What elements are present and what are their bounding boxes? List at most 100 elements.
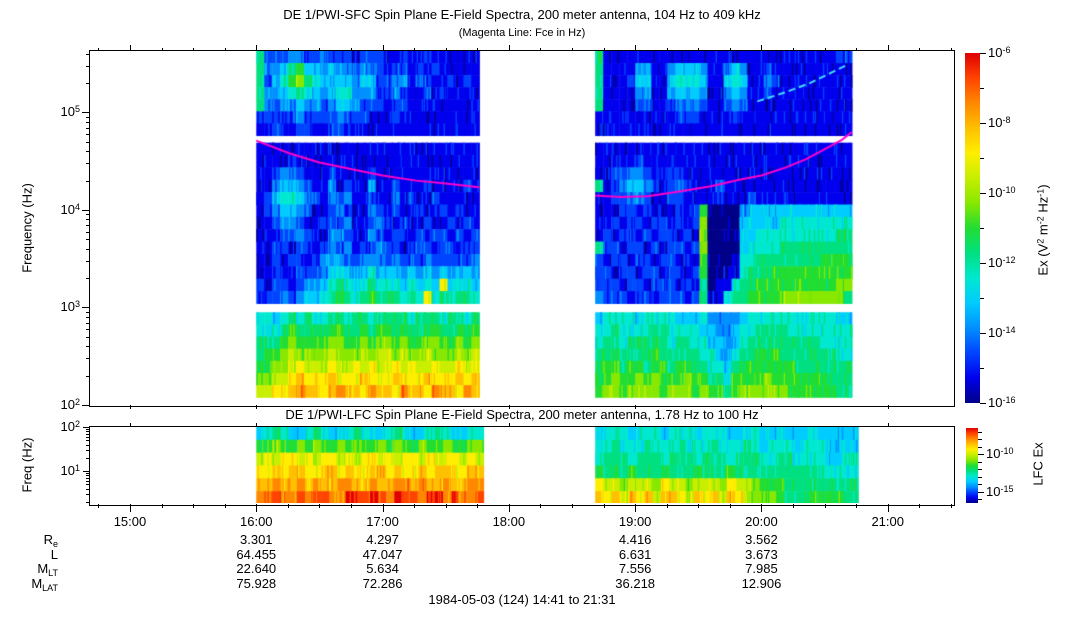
sfc-cb-tick-label: 10-12 (988, 255, 1016, 270)
lfc-cb-tick-label: 10-15 (986, 483, 1014, 499)
x-minor-tick (319, 504, 321, 508)
annotation-row-label: MLT (37, 561, 58, 579)
sfc-y-minor-tick (86, 127, 90, 129)
annotation-value: 7.985 (745, 561, 778, 577)
lfc-cb-minor-tick (978, 439, 982, 441)
sfc-cb-major-tick (980, 193, 986, 194)
x-minor-tick (572, 504, 574, 508)
sfc-cb-major-tick (980, 263, 986, 264)
lfc-y-major-tick (83, 427, 90, 428)
sfc-cb-minor-tick (980, 228, 984, 229)
sfc-spectrogram-canvas (90, 51, 954, 405)
sfc-top-minor-tick (351, 48, 352, 51)
annotation-row-label: L (50, 546, 58, 562)
lfc-y-major-tick (83, 471, 90, 472)
lfc-y-minor-tick (86, 429, 90, 430)
sfc-title: DE 1/PWI-SFC Spin Plane E-Field Spectra,… (283, 7, 761, 22)
sfc-top-major-tick (129, 45, 131, 51)
lfc-y-minor-tick (86, 484, 90, 486)
sfc-top-major-tick (635, 45, 637, 51)
lfc-cb-minor-tick (978, 446, 982, 448)
x-tick-label: 19:00 (618, 514, 652, 529)
lfc-y-minor-tick (86, 457, 90, 459)
x-minor-tick (824, 504, 826, 508)
annotation-value: 3.562 (745, 532, 778, 547)
sfc-y-minor-tick (86, 219, 90, 221)
sfc-y-minor-tick (86, 311, 90, 313)
lfc-y-minor-tick (86, 433, 90, 435)
lfc-panel-border (89, 426, 955, 506)
sfc-bottom-major-tick (129, 405, 131, 409)
sfc-top-minor-tick (319, 48, 321, 51)
sfc-bottom-major-tick (761, 405, 763, 409)
sfc-top-minor-tick (824, 48, 826, 51)
annotation-row-label: MLAT (31, 575, 58, 593)
sfc-top-minor-tick (729, 48, 731, 51)
annotation-value: 4.416 (618, 532, 652, 547)
sfc-cb-major-tick (980, 333, 986, 334)
annotation-value: 22.640 (236, 561, 277, 577)
sfc-cb-minor-tick (980, 298, 984, 299)
sfc-y-axis-label: Frequency (Hz) (19, 183, 35, 273)
sfc-top-major-tick (382, 45, 384, 51)
x-tick-label: 17:00 (366, 514, 399, 529)
lfc-cb-minor-tick (978, 484, 982, 486)
lfc-top-major-tick (887, 423, 889, 427)
sfc-cb-minor-tick (980, 88, 984, 89)
x-major-tick (382, 504, 384, 512)
annotation-value: 5.634 (366, 561, 399, 577)
lfc-y-minor-tick (86, 444, 90, 446)
sfc-y-minor-tick (86, 358, 90, 360)
sfc-y-minor-tick (86, 322, 90, 324)
annotation-value: 4.297 (366, 532, 399, 547)
lfc-cb-tick-label: 10-10 (986, 446, 1014, 462)
sfc-y-minor-tick (86, 180, 90, 182)
x-minor-tick (540, 504, 542, 508)
x-minor-tick (98, 504, 100, 508)
sfc-bottom-major-tick (382, 405, 384, 409)
lfc-y-minor-tick (86, 480, 90, 482)
sfc-top-minor-tick (698, 48, 700, 51)
sfc-colorbar (965, 53, 980, 403)
sfc-y-tick-label: 103 (60, 299, 80, 315)
sfc-y-major-tick (82, 307, 90, 309)
lfc-spectrogram-canvas (90, 427, 954, 503)
sfc-y-minor-tick (86, 134, 90, 136)
annotation-value: 47.047 (362, 546, 403, 562)
sfc-y-minor-tick (86, 141, 90, 143)
x-minor-tick (856, 504, 858, 508)
sfc-cb-major-tick (980, 53, 986, 54)
lfc-colorbar-label: LFC Ex (1030, 442, 1046, 486)
sfc-y-minor-tick (86, 53, 90, 55)
x-minor-tick (477, 504, 479, 508)
sfc-top-minor-tick (666, 48, 668, 51)
sfc-top-minor-tick (414, 48, 416, 51)
sfc-y-tick-label: 105 (60, 104, 80, 120)
sfc-subtitle: (Magenta Line: Fce in Hz) (458, 27, 586, 39)
sfc-y-minor-tick (86, 163, 90, 165)
sfc-cb-major-tick (980, 403, 986, 404)
sfc-top-minor-tick (98, 48, 100, 51)
lfc-top-major-tick (508, 423, 510, 427)
lfc-y-tick-label: 101 (60, 463, 80, 478)
x-tick-label: 21:00 (871, 514, 904, 529)
lfc-y-minor-tick (86, 477, 90, 479)
sfc-top-minor-tick (603, 48, 605, 51)
lfc-cb-major-tick (978, 491, 984, 493)
lfc-y-minor-tick (86, 431, 90, 433)
lfc-y-tick-label: 102 (60, 419, 80, 434)
sfc-y-minor-tick (86, 231, 90, 233)
lfc-cb-minor-tick (978, 476, 982, 478)
lfc-cb-minor-tick (978, 469, 982, 471)
sfc-cb-minor-tick (980, 368, 984, 369)
lfc-colorbar (966, 428, 978, 503)
sfc-y-minor-tick (86, 248, 90, 250)
sfc-cb-tick-label: 10-14 (988, 325, 1016, 340)
x-minor-tick (224, 504, 226, 508)
lfc-cb-major-tick (978, 454, 984, 456)
sfc-y-minor-tick (86, 121, 90, 123)
sfc-y-minor-tick (86, 316, 90, 318)
x-major-tick (887, 504, 889, 512)
sfc-y-minor-tick (86, 83, 90, 85)
sfc-top-minor-tick (224, 48, 226, 51)
